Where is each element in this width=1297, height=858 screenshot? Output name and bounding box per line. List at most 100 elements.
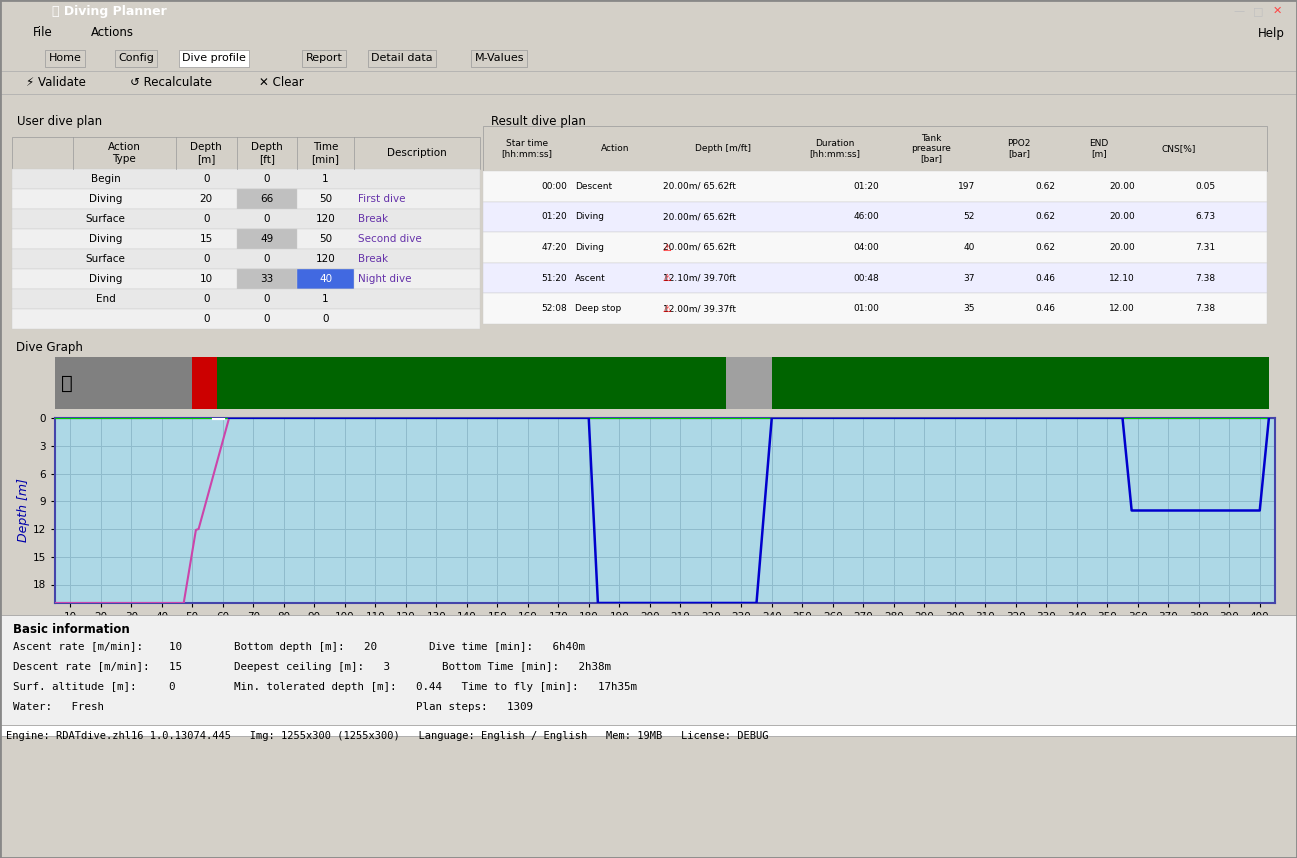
Bar	[12, 249, 480, 269]
Text: Water:   Fresh                                                Plan steps:   1309: Water: Fresh Plan steps: 1309	[13, 702, 533, 712]
Text: Home: Home	[48, 53, 82, 63]
Text: Diving: Diving	[575, 213, 604, 221]
Text: Depth
[ft]: Depth [ft]	[252, 142, 283, 164]
Text: 20: 20	[200, 194, 213, 203]
Text: 35: 35	[964, 305, 975, 313]
Text: 12.00: 12.00	[1109, 305, 1135, 313]
Text: Result dive plan: Result dive plan	[492, 115, 586, 128]
Text: Depth [m/ft]: Depth [m/ft]	[695, 144, 751, 153]
Text: Detail data: Detail data	[371, 53, 433, 63]
Text: 15: 15	[200, 233, 213, 244]
Text: Night dive: Night dive	[358, 274, 412, 284]
Text: END
[m]: END [m]	[1089, 139, 1109, 158]
Text: End: End	[96, 293, 115, 304]
Text: Description: Description	[387, 148, 446, 158]
Text: File: File	[32, 27, 52, 39]
Bar	[1122, 357, 1268, 409]
Text: 01:20: 01:20	[541, 213, 567, 221]
X-axis label: Runtime [min]: Runtime [min]	[620, 627, 709, 641]
Text: 7.38: 7.38	[1195, 305, 1215, 313]
Text: M-Values: M-Values	[475, 53, 524, 63]
Text: ⚠: ⚠	[663, 243, 672, 252]
Bar	[12, 228, 480, 249]
Text: 20.00: 20.00	[1109, 213, 1135, 221]
Text: 12.00m/ 39.37ft: 12.00m/ 39.37ft	[663, 305, 735, 313]
Text: 20.00: 20.00	[1109, 182, 1135, 190]
Text: 0: 0	[263, 254, 270, 263]
Text: Surface: Surface	[86, 254, 126, 263]
Text: Actions: Actions	[91, 27, 134, 39]
Text: Config: Config	[118, 53, 154, 63]
Text: 0: 0	[202, 173, 210, 184]
Bar	[482, 202, 1267, 233]
Text: ⚡ Validate: ⚡ Validate	[26, 76, 86, 89]
Text: Star time
[hh:mm:ss]: Star time [hh:mm:ss]	[502, 139, 553, 158]
Text: ⚠: ⚠	[663, 304, 672, 314]
Text: User dive plan: User dive plan	[17, 115, 101, 128]
Text: 0.46: 0.46	[1035, 305, 1054, 313]
Text: Descent rate [m/min]:   15        Deepest ceiling [m]:   3        Bottom Time [m: Descent rate [m/min]: 15 Deepest ceiling…	[13, 662, 611, 673]
Bar	[726, 357, 772, 409]
Bar	[12, 269, 480, 288]
Text: Dive Graph: Dive Graph	[16, 341, 83, 354]
Text: 0.46: 0.46	[1035, 274, 1054, 282]
Bar	[482, 126, 1267, 171]
Bar	[12, 137, 480, 169]
Text: 33: 33	[261, 274, 274, 284]
Bar	[482, 233, 1267, 263]
Text: 0: 0	[263, 293, 270, 304]
Text: Report: Report	[306, 53, 342, 63]
Text: 49: 49	[261, 233, 274, 244]
Text: 120: 120	[315, 254, 336, 263]
Bar	[772, 357, 1122, 409]
Text: Break: Break	[358, 254, 388, 263]
Text: 01:20: 01:20	[853, 182, 879, 190]
Text: 47:20: 47:20	[541, 243, 567, 252]
Bar	[482, 171, 1267, 202]
Text: 01:00: 01:00	[853, 305, 879, 313]
Bar	[12, 189, 480, 208]
Bar	[192, 357, 217, 409]
Text: 0: 0	[263, 313, 270, 323]
Bar	[54, 357, 208, 409]
Text: PPO2
[bar]: PPO2 [bar]	[1008, 139, 1031, 158]
Text: 40: 40	[319, 274, 332, 284]
Text: Engine: RDATdive.zhl16 1.0.13074.445   Img: 1255x300 (1255x300)   Language: Engl: Engine: RDATdive.zhl16 1.0.13074.445 Img…	[6, 731, 769, 741]
Bar	[0, 725, 1297, 736]
Text: Action: Action	[601, 144, 629, 153]
Text: 20.00m/ 65.62ft: 20.00m/ 65.62ft	[663, 243, 735, 252]
Text: 0.05: 0.05	[1195, 182, 1215, 190]
Text: 37: 37	[964, 274, 975, 282]
Text: 12.10m/ 39.70ft: 12.10m/ 39.70ft	[663, 274, 735, 282]
Text: 🗸 Diving Planner: 🗸 Diving Planner	[52, 4, 166, 17]
Text: 0.62: 0.62	[1035, 243, 1054, 252]
Text: ✕ Clear: ✕ Clear	[259, 76, 305, 89]
Text: 🤿: 🤿	[61, 373, 73, 392]
Text: 0: 0	[202, 313, 210, 323]
Bar	[208, 357, 726, 409]
Text: First dive: First dive	[358, 194, 406, 203]
Text: 7.31: 7.31	[1195, 243, 1215, 252]
Text: Second dive: Second dive	[358, 233, 422, 244]
Text: 0: 0	[263, 214, 270, 224]
Bar	[12, 208, 480, 228]
Text: 120: 120	[315, 214, 336, 224]
Text: 50: 50	[319, 194, 332, 203]
Text: 40: 40	[964, 243, 975, 252]
Text: 197: 197	[957, 182, 975, 190]
Text: 52: 52	[964, 213, 975, 221]
Text: 0: 0	[263, 173, 270, 184]
Text: Depth
[m]: Depth [m]	[191, 142, 222, 164]
Text: 66: 66	[261, 194, 274, 203]
Text: 12.10: 12.10	[1109, 274, 1135, 282]
Text: Tank
preasure
[bar]: Tank preasure [bar]	[910, 134, 951, 163]
Bar	[12, 288, 480, 309]
Text: 0: 0	[202, 293, 210, 304]
Text: Duration
[hh:mm:ss]: Duration [hh:mm:ss]	[809, 139, 860, 158]
Text: Time
[min]: Time [min]	[311, 142, 340, 164]
Bar	[12, 309, 480, 329]
Y-axis label: Depth [m]: Depth [m]	[17, 479, 30, 542]
Text: Ascent: Ascent	[575, 274, 606, 282]
Text: Surface: Surface	[86, 214, 126, 224]
Text: 20.00m/ 65.62ft: 20.00m/ 65.62ft	[663, 213, 735, 221]
